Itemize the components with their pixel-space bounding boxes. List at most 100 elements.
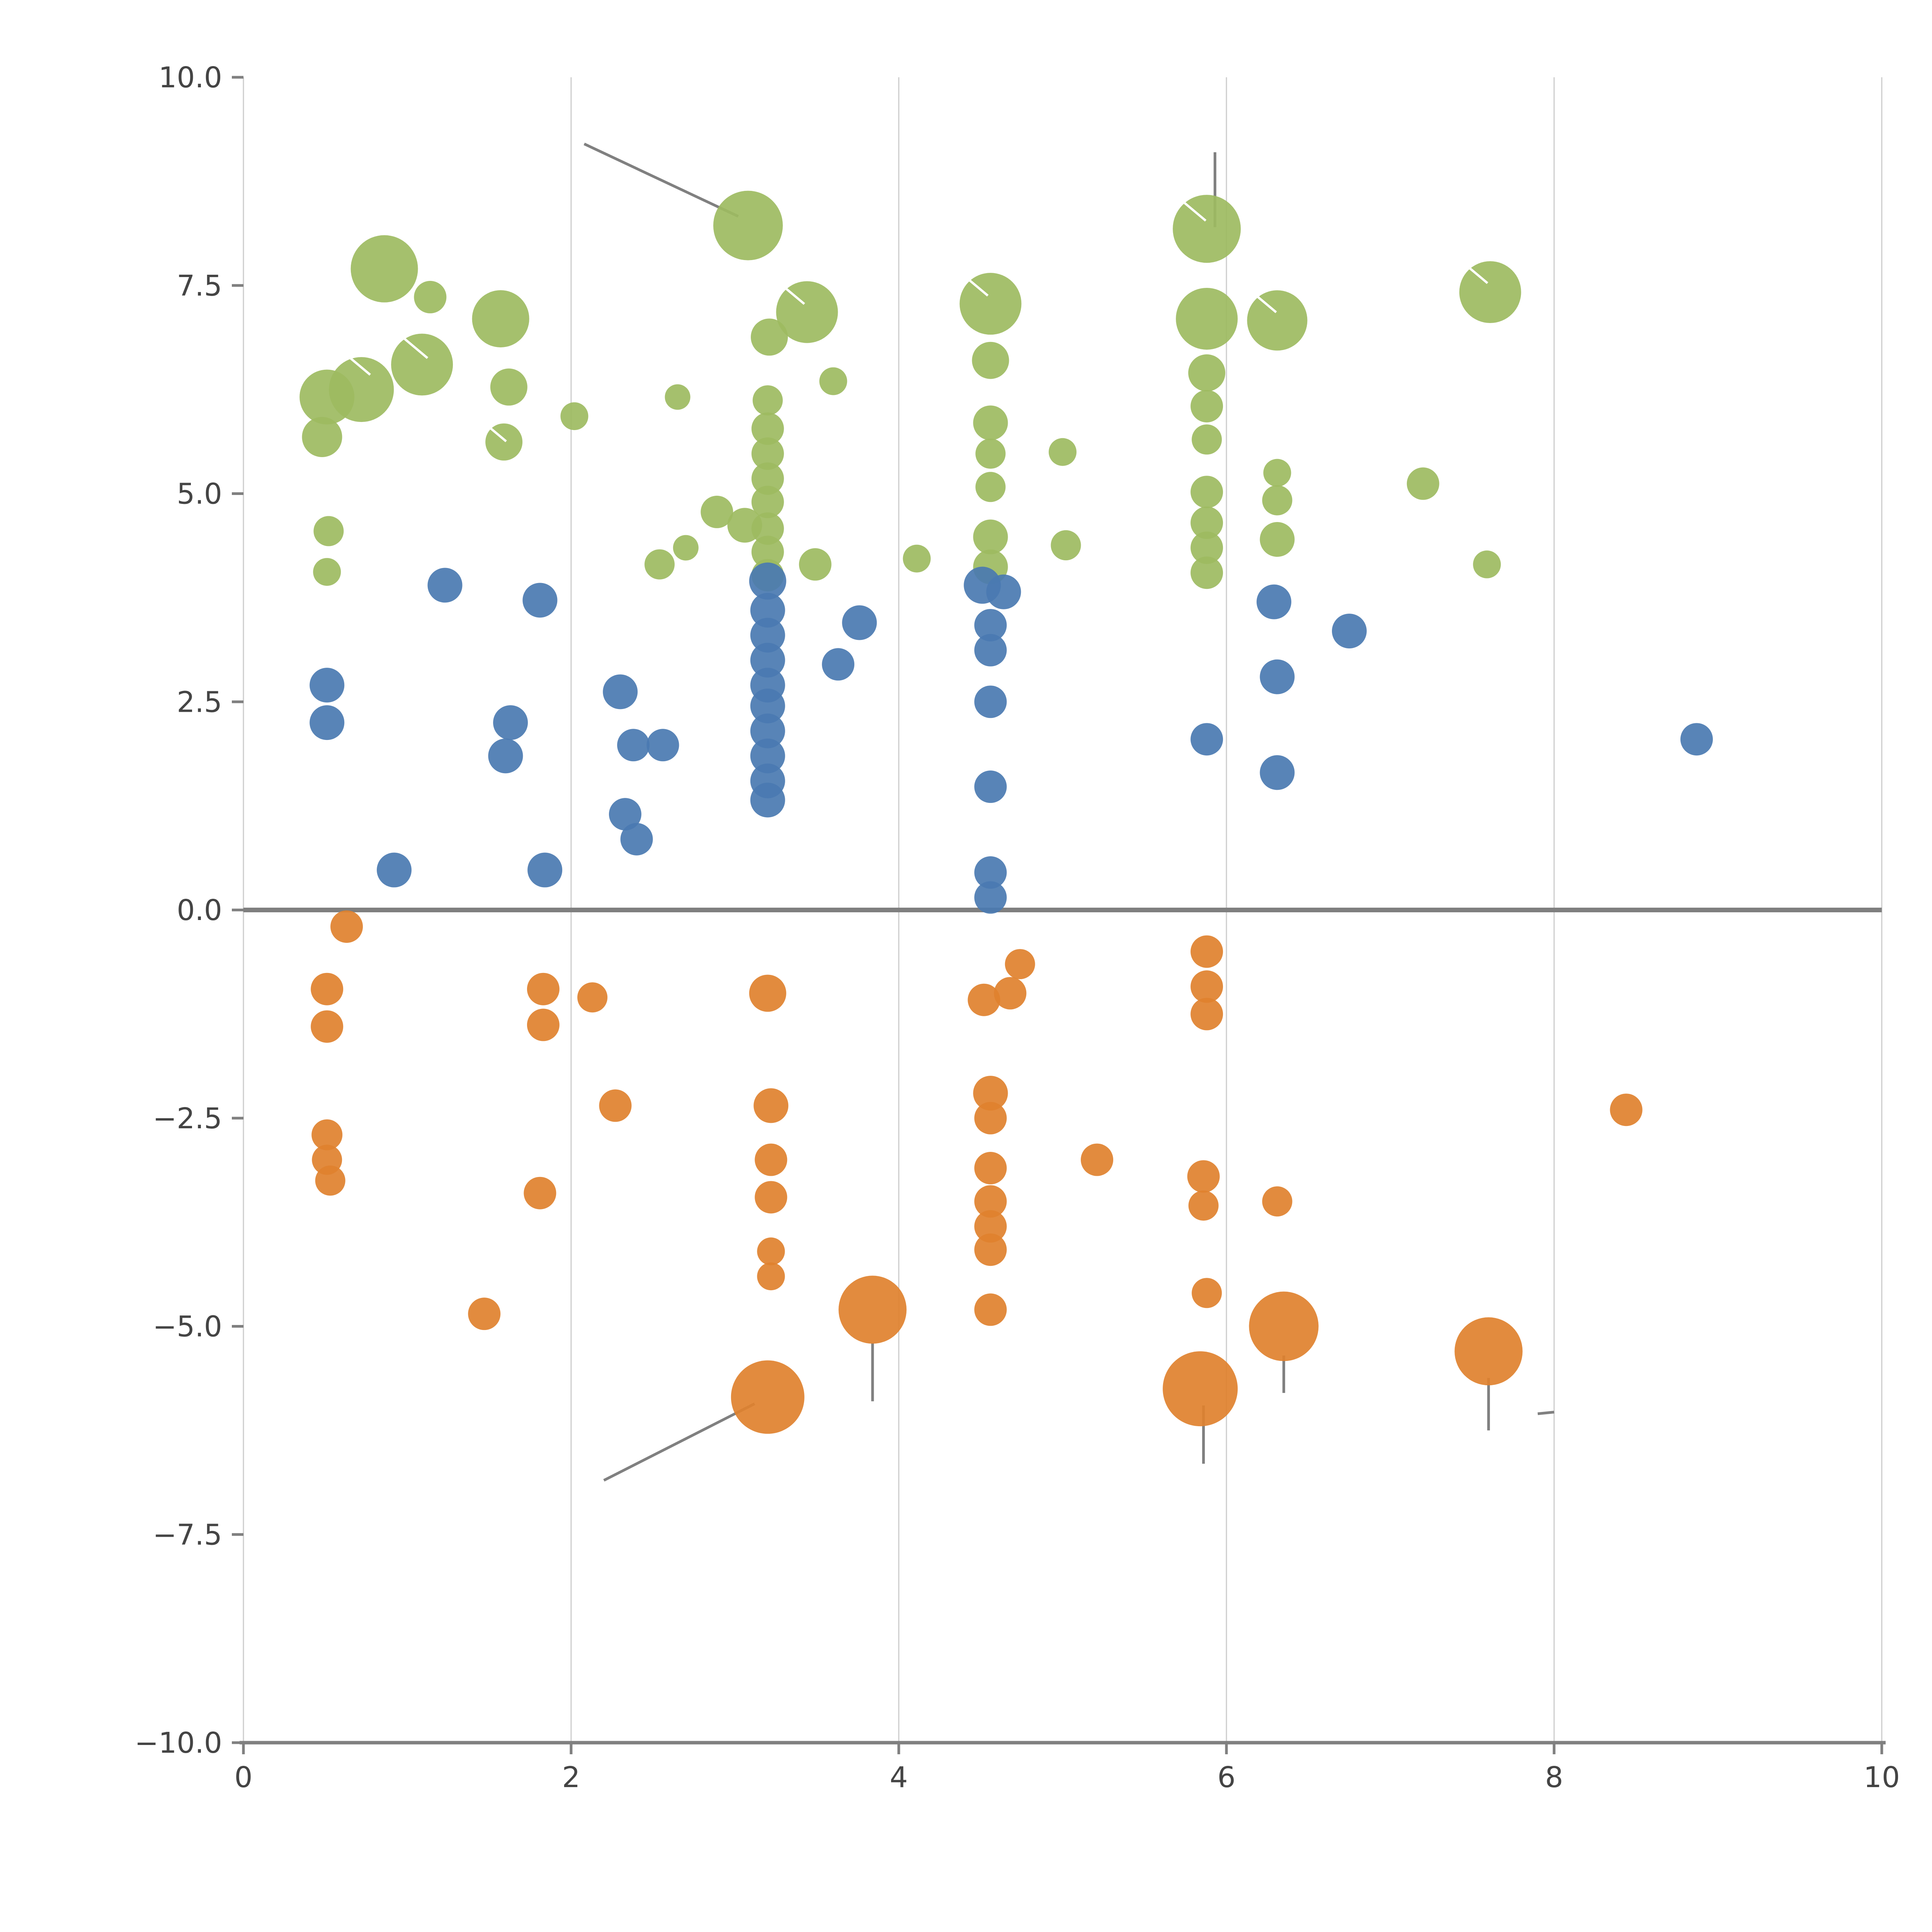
data-point-blue xyxy=(617,729,650,762)
data-point-blue xyxy=(310,668,345,703)
data-point-orange xyxy=(755,1181,787,1214)
data-point-orange xyxy=(468,1298,501,1330)
data-point-blue xyxy=(522,583,558,618)
data-point-blue xyxy=(749,562,786,600)
data-points xyxy=(299,190,1713,1434)
x-tick-label: 2 xyxy=(562,1761,580,1794)
data-point-orange xyxy=(974,1210,1007,1243)
annotation-line xyxy=(603,1402,755,1482)
data-point-orange xyxy=(524,1177,556,1209)
data-point-orange xyxy=(315,1165,345,1196)
data-point-green xyxy=(665,384,690,410)
data-point-green xyxy=(751,318,788,356)
data-point-green xyxy=(1176,287,1238,350)
data-point-orange xyxy=(1190,935,1223,968)
white-dash xyxy=(1251,291,1277,313)
y-tick-label: 7.5 xyxy=(177,269,222,303)
data-point-orange xyxy=(757,1262,785,1291)
data-point-blue xyxy=(527,852,563,888)
white-dash xyxy=(403,337,429,359)
data-point-orange xyxy=(974,1293,1007,1326)
data-point-orange xyxy=(330,910,363,943)
data-point-blue xyxy=(974,609,1007,641)
data-point-orange xyxy=(527,1009,560,1041)
data-point-orange xyxy=(1187,1160,1220,1193)
y-tick-label: 0.0 xyxy=(177,894,222,927)
data-point-green xyxy=(302,417,342,457)
data-point-green xyxy=(751,536,784,568)
data-point-green xyxy=(1263,459,1291,487)
series-orange xyxy=(311,910,1643,1434)
x-tick-label: 4 xyxy=(889,1761,908,1794)
white-dash xyxy=(1463,262,1488,284)
data-point-green xyxy=(1190,531,1223,564)
y-tick-label: −7.5 xyxy=(153,1518,222,1551)
y-tick-label: −10.0 xyxy=(134,1726,222,1760)
annotation-lines xyxy=(583,143,1554,1482)
data-point-green xyxy=(1190,390,1223,423)
data-point-blue xyxy=(310,705,345,740)
data-point-green xyxy=(1406,467,1439,500)
data-point-orange xyxy=(749,975,786,1012)
data-point-green xyxy=(391,333,453,396)
data-point-green xyxy=(1049,438,1077,466)
data-point-green xyxy=(1262,485,1293,515)
data-point-green xyxy=(751,462,784,495)
data-point-orange xyxy=(527,973,560,1005)
data-point-green xyxy=(313,516,344,546)
data-point-blue xyxy=(986,574,1021,609)
data-point-orange xyxy=(577,982,608,1013)
annotation-line xyxy=(1537,1410,1554,1415)
data-point-green xyxy=(1459,261,1521,323)
data-point-blue xyxy=(750,617,785,653)
data-point-blue xyxy=(1260,755,1295,790)
data-point-blue xyxy=(488,738,523,774)
data-point-blue xyxy=(974,634,1007,667)
data-point-orange xyxy=(753,1088,789,1123)
data-point-blue xyxy=(646,729,679,762)
data-point-orange xyxy=(1262,1186,1293,1217)
y-tick-label: 2.5 xyxy=(177,685,222,719)
data-point-green xyxy=(1192,424,1222,455)
data-point-blue xyxy=(377,852,412,888)
data-point-orange xyxy=(838,1276,907,1344)
data-point-blue xyxy=(603,674,638,709)
data-point-green xyxy=(1173,195,1241,263)
data-point-green xyxy=(819,367,847,395)
data-point-orange xyxy=(973,1076,1008,1111)
data-point-green xyxy=(414,281,447,313)
data-point-orange xyxy=(1454,1317,1523,1386)
data-point-green xyxy=(701,495,733,528)
data-point-orange xyxy=(994,977,1027,1010)
data-point-blue xyxy=(1680,723,1713,756)
data-point-orange xyxy=(1163,1351,1238,1427)
data-point-green xyxy=(752,385,783,416)
data-point-green xyxy=(903,544,931,573)
white-dashes xyxy=(345,199,1488,442)
annotation-line xyxy=(583,143,739,218)
data-point-orange xyxy=(1005,949,1035,980)
data-point-blue xyxy=(1332,614,1367,649)
data-point-orange xyxy=(974,1233,1007,1266)
data-point-green xyxy=(1188,354,1226,392)
data-point-green xyxy=(975,472,1006,502)
data-point-blue xyxy=(620,823,653,855)
data-point-green xyxy=(560,402,588,430)
data-point-green xyxy=(751,437,784,470)
data-point-orange xyxy=(599,1089,632,1122)
data-point-green xyxy=(1190,556,1223,589)
x-tick-label: 0 xyxy=(234,1761,252,1794)
white-dash xyxy=(481,420,507,442)
data-point-blue xyxy=(750,689,785,724)
x-tick-label: 6 xyxy=(1217,1761,1235,1794)
data-point-green xyxy=(1190,476,1223,509)
data-point-blue xyxy=(1260,659,1295,694)
white-dash xyxy=(779,283,805,305)
data-point-orange xyxy=(968,983,1000,1016)
data-point-orange xyxy=(1249,1291,1319,1361)
data-point-green xyxy=(751,412,784,445)
data-point-blue xyxy=(493,705,528,740)
data-point-blue xyxy=(974,770,1007,803)
data-point-blue xyxy=(750,782,785,818)
data-point-green xyxy=(1260,522,1295,557)
